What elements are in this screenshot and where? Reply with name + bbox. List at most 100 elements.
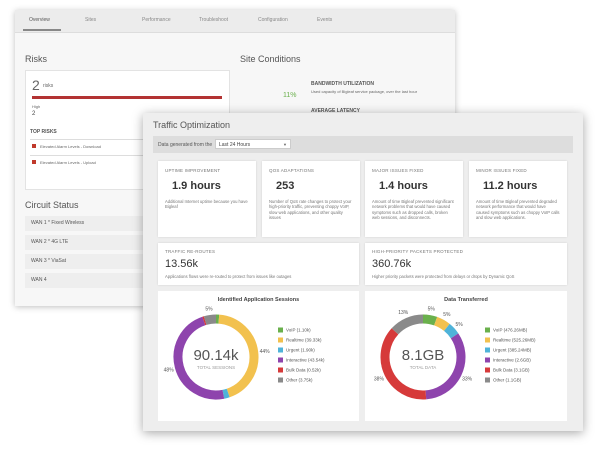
- donut-segment: [425, 333, 466, 400]
- legend-entry: Realtime (525.26MB): [493, 338, 536, 343]
- stat-card-wide: HIGH-PRIORITY PACKETS PROTECTED 360.76k Hi…: [365, 243, 567, 285]
- tab-bar: Overview Sites Performance Troubleshoot …: [15, 10, 455, 33]
- donut-segment: [433, 316, 450, 332]
- card-title: UPTIME IMPROVEMENT: [165, 168, 221, 173]
- card-description: Applications flows were re-routed to pro…: [165, 274, 292, 279]
- donut-total-label: TOTAL SESSIONS: [197, 365, 235, 370]
- section-title: Circuit Status: [25, 200, 79, 210]
- stat-card: MINOR ISSUES FIXED 11.2 hours Amount of ti…: [469, 161, 567, 237]
- filter-bar: Data generated from the Last 24 Hours ▼: [153, 136, 573, 153]
- donut-title: Identified Application Sessions: [218, 297, 299, 303]
- legend-entry: Realtime (39.33k): [286, 338, 322, 343]
- donut-segment: [422, 314, 438, 326]
- donut-card: [365, 291, 567, 421]
- risk-bar: [32, 96, 222, 99]
- legend-entry: VoIP (476.26MB): [493, 328, 528, 333]
- metric-title: BANDWIDTH UTILIZATION: [311, 81, 374, 87]
- card-description: Additional Internet uptime because you h…: [165, 199, 248, 210]
- card-value: 13.56k: [165, 258, 199, 270]
- legend-swatch: [278, 357, 283, 363]
- card-description: Number of QoS rate changes to protect yo…: [269, 199, 352, 221]
- tab-underline: [23, 29, 61, 31]
- donut-segment: [443, 323, 459, 339]
- risk-item-text: Elevated Alarm Levels - Download: [40, 144, 101, 149]
- risk-item[interactable]: Elevated Alarm Levels - Download: [30, 139, 225, 154]
- donut-title: Data Transferred: [444, 297, 488, 303]
- section-title: Risks: [25, 54, 47, 64]
- legend-entry: Urgent (1.90k): [286, 348, 315, 353]
- donut-segment: [173, 316, 225, 400]
- metric-title: AVERAGE LATENCY: [311, 108, 360, 114]
- donut-total: 8.1GB: [402, 347, 445, 364]
- tab[interactable]: Events: [317, 17, 333, 23]
- donut-segment: [380, 328, 427, 400]
- risk-unit: risks: [43, 83, 54, 89]
- segment-label: 5%: [428, 307, 436, 313]
- tab[interactable]: Troubleshoot: [199, 17, 228, 23]
- flag-icon: [32, 144, 36, 148]
- segment-label: 48%: [164, 368, 175, 374]
- legend-swatch: [278, 367, 283, 373]
- stat-card: UPTIME IMPROVEMENT 1.9 hours Additional In…: [158, 161, 256, 237]
- traffic-panel: Traffic Optimization Data generated from…: [143, 113, 583, 431]
- card-value: 360.76k: [372, 258, 412, 270]
- risk-level: High: [32, 104, 41, 109]
- card-value: 253: [276, 180, 295, 192]
- donut-layer: Identified Application Sessions VoIP (1.1…: [158, 291, 567, 421]
- dropdown-arrow: ▼: [283, 142, 287, 147]
- donut-total: 90.14k: [193, 347, 239, 364]
- flag-icon: [32, 160, 36, 164]
- legend-entry: VoIP (1.10k): [286, 328, 311, 333]
- tab[interactable]: Sites: [85, 17, 97, 23]
- donut-segment: [222, 388, 230, 399]
- donut-segment: [391, 314, 424, 335]
- stat-card: QOS ADAPTATIONS 253 Number of QoS rate cha…: [262, 161, 360, 237]
- metric-value: 11%: [283, 92, 297, 99]
- stat-card-wide: TRAFFIC RE-ROUTES 13.56k Applications flow…: [158, 243, 359, 285]
- segment-label: 13%: [398, 310, 409, 316]
- tab[interactable]: Performance: [142, 17, 171, 23]
- legend-swatch: [278, 377, 283, 383]
- legend-entry: Other (1.1GB): [493, 378, 522, 383]
- legend-swatch: [278, 347, 283, 353]
- donut-segment: [218, 314, 259, 398]
- card-title: HIGH-PRIORITY PACKETS PROTECTED: [372, 249, 464, 254]
- segment-label: 5%: [205, 307, 213, 313]
- donut-segment: [203, 314, 217, 325]
- legend-swatch: [485, 347, 490, 353]
- card-title: MINOR ISSUES FIXED: [476, 168, 527, 173]
- risk-item[interactable]: Elevated Alarm Levels - Upload: [30, 155, 225, 170]
- card-value: 11.2 hours: [483, 180, 538, 192]
- risk-count: 2: [32, 77, 40, 93]
- legend-swatch: [485, 327, 490, 333]
- panel-title: Traffic Optimization: [153, 120, 231, 130]
- legend-entry: Bulk Data (3.1GB): [493, 368, 530, 373]
- legend-entry: Urgent (385.24MB): [493, 348, 532, 353]
- filter-select[interactable]: Last 24 Hours ▼: [215, 139, 291, 149]
- risk-item-text: Elevated Alarm Levels - Upload: [40, 160, 96, 165]
- legend-entry: Bulk Data (0.52k): [286, 368, 321, 373]
- donut-total-label: TOTAL DATA: [410, 365, 437, 370]
- legend-swatch: [278, 337, 283, 343]
- stat-card: MAJOR ISSUES FIXED 1.4 hours Amount of tim…: [365, 161, 463, 237]
- legend-swatch: [485, 357, 490, 363]
- card-title: QOS ADAPTATIONS: [269, 168, 315, 173]
- card-value: 1.9 hours: [172, 180, 221, 192]
- card-title: TRAFFIC RE-ROUTES: [165, 249, 216, 254]
- legend-swatch: [485, 337, 490, 343]
- metric-description: Used capacity of Bigleaf service package…: [311, 89, 418, 94]
- segment-label: 5%: [443, 312, 451, 318]
- card-description: Amount of time Bigleaf prevented degrade…: [476, 199, 560, 221]
- legend-entry: Other (3.75k): [286, 378, 313, 383]
- card-title: MAJOR ISSUES FIXED: [372, 168, 424, 173]
- tab[interactable]: Configuration: [258, 17, 288, 23]
- tab[interactable]: Overview: [29, 17, 50, 23]
- segment-label: 38%: [374, 376, 385, 382]
- card-value: 1.4 hours: [379, 180, 428, 192]
- legend-swatch: [485, 367, 490, 373]
- legend-entry: Interactive (2.6GB): [493, 358, 531, 363]
- top-risks-title: TOP RISKS: [30, 129, 57, 135]
- filter-label: Data generated from the: [158, 142, 213, 148]
- legend-swatch: [278, 327, 283, 333]
